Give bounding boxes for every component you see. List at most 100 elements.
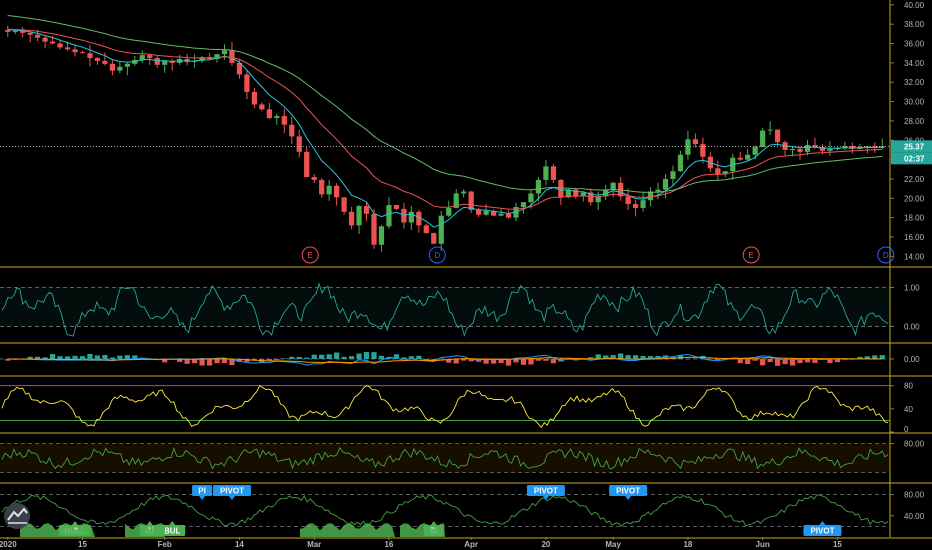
price-tick-label: 32.00 <box>904 78 925 87</box>
macd-histogram-bar <box>535 359 542 361</box>
macd-histogram-bar <box>326 354 332 359</box>
signal-badge-pointer <box>146 521 153 525</box>
macd-histogram-bar <box>804 359 811 363</box>
event-marker-label: E <box>308 251 313 260</box>
signal-badge <box>192 485 213 496</box>
macd-histogram-bar <box>199 359 205 366</box>
macd-histogram-bar <box>864 356 870 359</box>
macd-histogram-bar <box>670 356 676 359</box>
moving-average-line <box>7 28 883 210</box>
candle-body <box>625 196 631 205</box>
macd-histogram-bar <box>49 354 56 359</box>
bull-zone <box>125 523 165 537</box>
macd-histogram-bar <box>752 359 758 361</box>
candle-body <box>715 168 721 175</box>
price-axis[interactable]: 40.0038.0036.0034.0032.0030.0028.0026.00… <box>890 1 932 521</box>
candle-body <box>94 58 101 61</box>
price-tick-label: 36.00 <box>904 40 925 49</box>
candle-body <box>677 154 684 172</box>
signal-badge-label: BUL <box>164 527 181 536</box>
moving-average-line <box>7 29 883 228</box>
macd-histogram-bar <box>206 359 213 366</box>
candle-body <box>812 145 818 148</box>
time-tick-label: Feb <box>158 540 172 549</box>
candle-body <box>87 53 93 59</box>
macd-histogram-bar <box>490 359 497 364</box>
candle-body <box>274 116 280 119</box>
candle-body <box>296 136 302 152</box>
candle-body <box>670 171 676 179</box>
macd-histogram-bar <box>341 356 347 359</box>
price-tick-label: 18.00 <box>904 214 925 223</box>
macd-histogram-bar <box>191 359 198 364</box>
time-tick-label: 14 <box>235 540 244 549</box>
signal-badge <box>212 485 251 496</box>
macd-histogram-bar <box>505 359 512 366</box>
time-tick-label: Apr <box>464 540 478 549</box>
indicator-panes[interactable] <box>0 282 890 527</box>
macd-histogram-bar <box>767 359 773 363</box>
macd-histogram-bar <box>610 355 616 359</box>
macd-histogram-bar <box>289 356 295 359</box>
pane-tick-label: 80.00 <box>904 440 925 449</box>
macd-histogram-bar <box>550 359 556 364</box>
candle-body <box>640 200 646 208</box>
time-tick-label: 15 <box>833 540 842 549</box>
candle-body <box>722 171 728 175</box>
macd-histogram-bar <box>685 358 691 360</box>
time-tick-label: Mar <box>307 540 321 549</box>
macd-histogram-bar <box>797 359 803 364</box>
price-tick-label: 40.00 <box>904 1 925 10</box>
macd-histogram-bar <box>431 359 437 361</box>
candle-body <box>535 179 542 194</box>
candle-body <box>27 32 33 35</box>
candle-body <box>341 197 347 212</box>
candle-body <box>401 208 407 223</box>
macd-histogram-bar <box>446 359 452 363</box>
event-marker-D <box>428 246 446 264</box>
candle-body <box>603 189 609 197</box>
macd-histogram-bar <box>378 355 385 359</box>
signal-badge <box>159 525 186 536</box>
pane-macd <box>0 351 890 366</box>
time-axis[interactable]: 2020 15 Feb 14 Mar 16 Apr 20 May 18 Jun 15 <box>0 537 842 549</box>
candle-body <box>610 182 616 190</box>
macd-histogram-bar <box>27 356 33 359</box>
macd-histogram-bar <box>296 356 302 359</box>
candle-body <box>431 233 437 244</box>
macd-histogram-bar <box>162 359 168 363</box>
macd-histogram-bar <box>603 355 609 359</box>
macd-histogram-bar <box>879 355 885 359</box>
macd-histogram-bar <box>707 359 713 360</box>
macd-histogram-bar <box>184 359 190 364</box>
candle-body <box>378 226 385 245</box>
time-tick-label: 16 <box>384 540 393 549</box>
candle-body <box>289 124 295 137</box>
macd-histogram-bar <box>221 359 228 364</box>
candle-body <box>49 41 56 44</box>
candle-body <box>57 43 63 48</box>
tradingview-logo-icon[interactable] <box>4 503 30 529</box>
signal-badge-label: PIVOT <box>534 487 558 496</box>
candle-body <box>580 192 586 197</box>
signal-line <box>7 356 883 364</box>
candle-body <box>737 157 743 160</box>
macd-histogram-bar <box>132 355 138 359</box>
macd-histogram-bar <box>319 354 325 359</box>
pane-rsi <box>0 384 890 429</box>
macd-histogram-bar <box>453 359 459 364</box>
macd-histogram-bar <box>214 359 220 364</box>
price-tick-label: 22.00 <box>904 175 925 184</box>
candle-body <box>109 63 115 71</box>
macd-histogram-bar <box>371 352 377 359</box>
macd-histogram-bar <box>789 359 796 366</box>
macd-histogram-bar <box>827 359 833 363</box>
price-tick-label: 14.00 <box>904 252 925 261</box>
signal-badge-pointer <box>542 496 549 500</box>
candle-body <box>864 146 870 148</box>
macd-histogram-bar <box>438 358 444 360</box>
macd-histogram-bar <box>528 359 534 365</box>
event-marker-D <box>877 246 895 264</box>
